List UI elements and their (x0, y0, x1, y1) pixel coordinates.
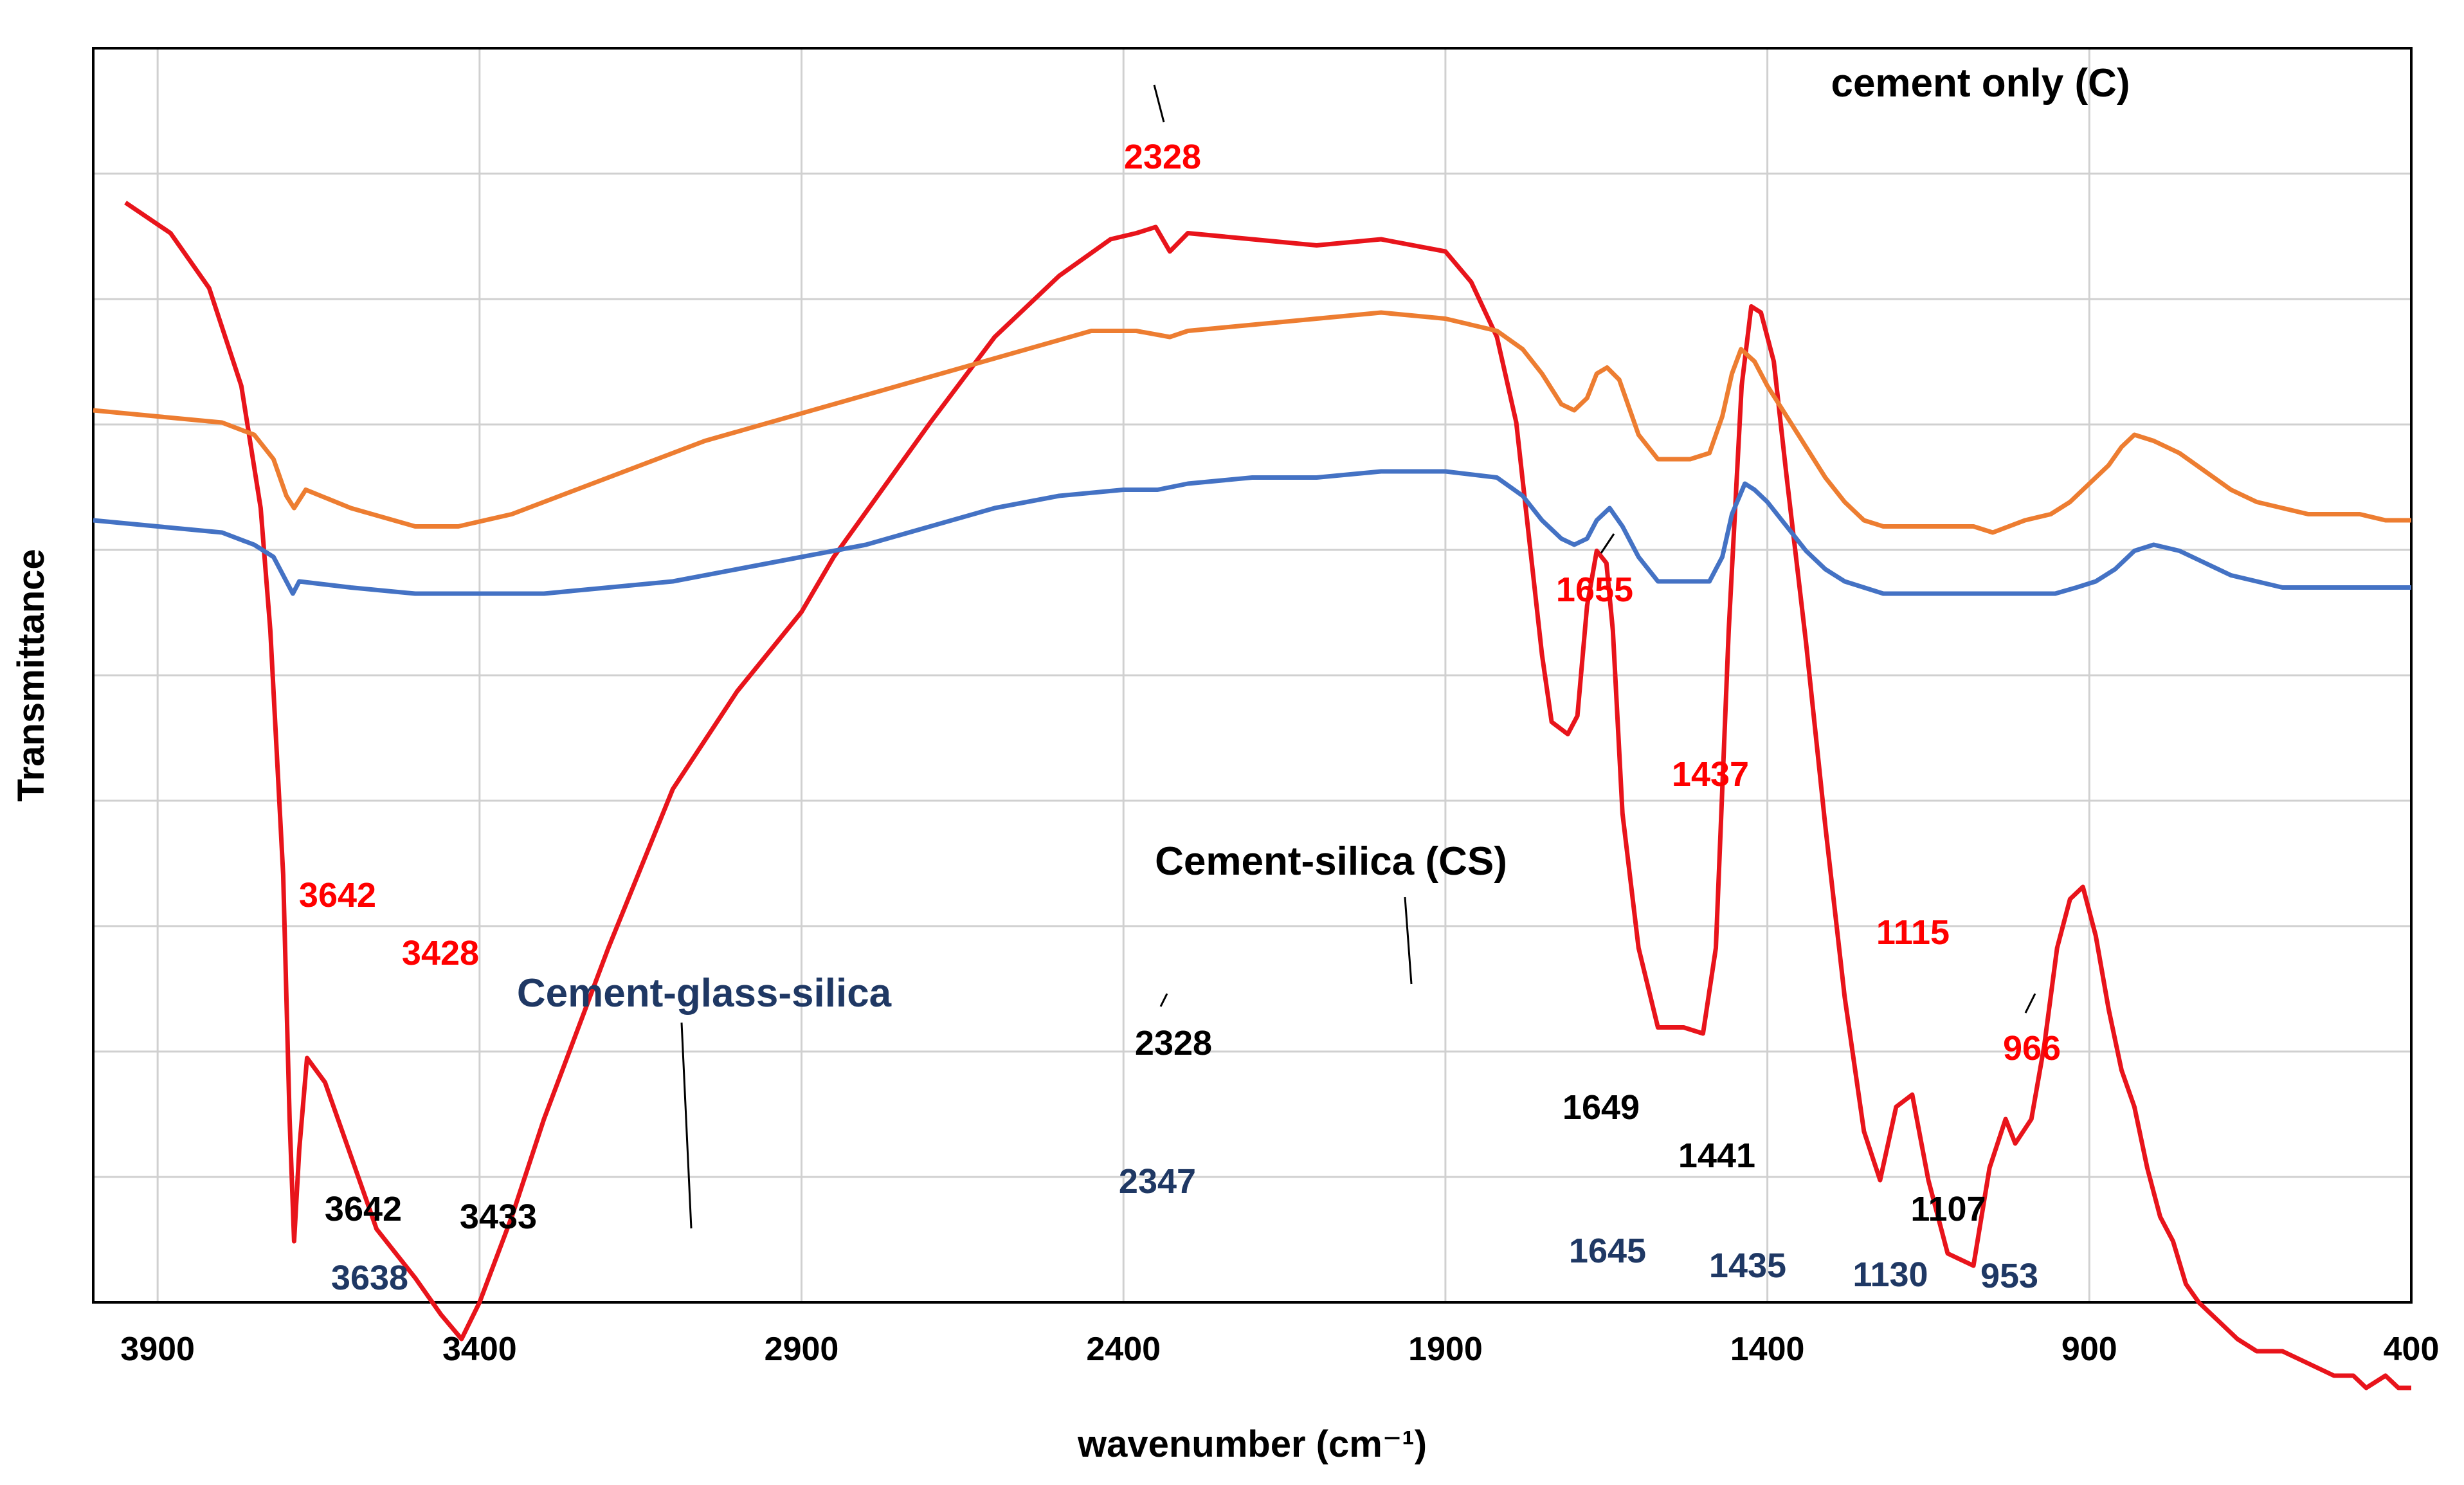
series-label: Cement-glass-silica (517, 971, 892, 1016)
series-label: Cement-silica (CS) (1155, 839, 1507, 884)
peak-annotation: 1649 (1563, 1088, 1640, 1127)
leader-line (680, 1022, 693, 1229)
x-tick-label: 2900 (765, 1331, 839, 1368)
peak-annotation: 3638 (331, 1259, 408, 1297)
peak-annotation: 966 (2003, 1029, 2061, 1068)
peak-annotation: 2347 (1119, 1162, 1196, 1201)
peak-annotation: 3642 (325, 1190, 402, 1228)
leader-line (1153, 84, 1165, 123)
peak-annotations: 3642 3428 2328 1655 1437 1115 966 2328 3642 3433 1… (299, 138, 2061, 1297)
leader-line (1159, 993, 1168, 1007)
peak-annotation: 1437 (1672, 755, 1749, 794)
peak-annotation: 953 (1980, 1257, 2038, 1295)
peak-annotation: 2328 (1124, 138, 1201, 176)
x-tick-label: 400 (2384, 1331, 2440, 1368)
series-layer (93, 201, 2411, 1390)
series-line-cement-silica (93, 310, 2411, 535)
peak-annotation: 1107 (1910, 1190, 1986, 1228)
x-tick-label: 3900 (120, 1331, 195, 1368)
peak-annotation: 1435 (1709, 1246, 1786, 1285)
y-axis-title: Transmittance (10, 549, 52, 801)
peak-annotation: 1655 (1556, 570, 1633, 609)
grid-lines (93, 48, 2411, 1302)
series-labels: cement only (C) Cement-silica (CS) Cement-… (517, 61, 2130, 1016)
peak-annotation: 1645 (1569, 1232, 1646, 1270)
x-axis-title: wavenumber (cm⁻¹) (1077, 1423, 1427, 1465)
x-tick-label: 900 (2061, 1331, 2117, 1368)
leader-line (1404, 897, 1413, 985)
series-line-cement-glass-silica (93, 469, 2411, 596)
peak-annotation: 3433 (460, 1198, 537, 1236)
x-tick-label: 3400 (442, 1331, 517, 1368)
x-tick-label: 2400 (1086, 1331, 1161, 1368)
peak-annotation: 3642 (299, 876, 376, 915)
peak-annotation: 1115 (1876, 913, 1950, 952)
peak-annotation: 3428 (402, 934, 479, 972)
x-tick-label: 1400 (1730, 1331, 1805, 1368)
peak-annotation: 1441 (1678, 1136, 1755, 1175)
leader-lines (680, 84, 2036, 1229)
peak-annotation: 1130 (1853, 1255, 1928, 1294)
series-label: cement only (C) (1831, 61, 2130, 105)
leader-line (2024, 993, 2036, 1014)
plot-area-border (92, 47, 2413, 1304)
x-tick-label: 1900 (1408, 1331, 1483, 1368)
peak-annotation: 2328 (1135, 1024, 1212, 1062)
x-tick-labels: 3900 3400 2900 2400 1900 1400 900 400 (120, 1331, 2439, 1368)
series-line-cement-only (124, 201, 2411, 1390)
leader-line (1600, 533, 1615, 554)
